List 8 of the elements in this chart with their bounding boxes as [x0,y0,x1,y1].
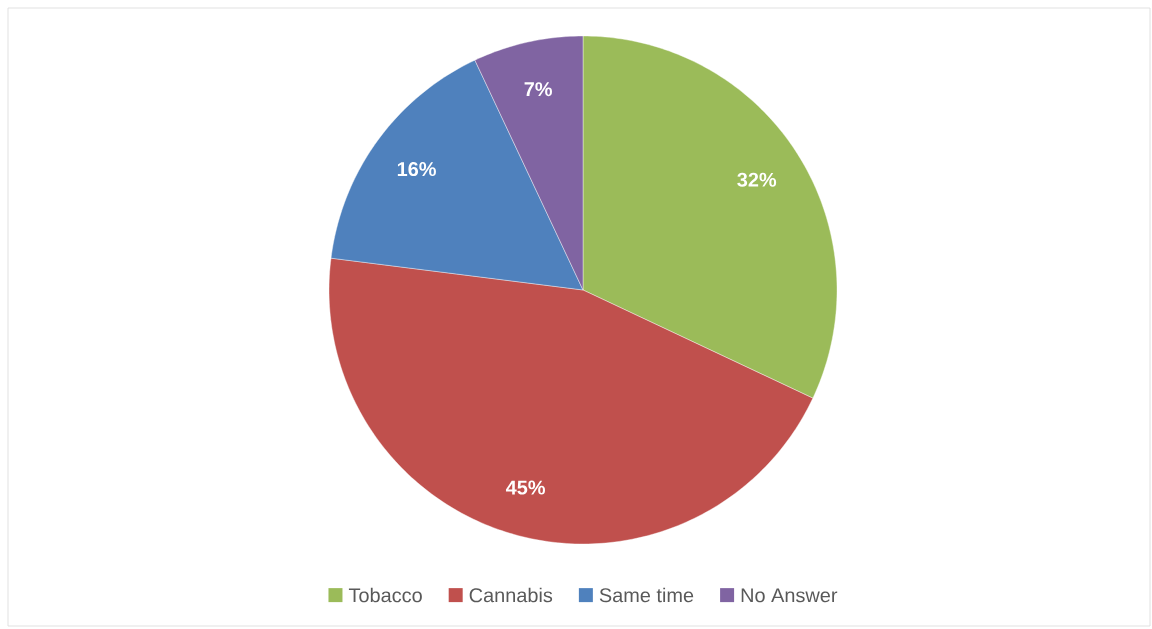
legend-label: Tobacco [348,587,422,603]
legend-label: No Answer [741,588,838,603]
data-label: 7% [524,82,552,97]
legend-label: Same time [599,587,694,603]
data-label: 32% [737,172,777,187]
data-label: 45% [505,480,546,495]
legend-label: Cannabis [469,587,553,603]
data-label: 16% [397,162,436,177]
